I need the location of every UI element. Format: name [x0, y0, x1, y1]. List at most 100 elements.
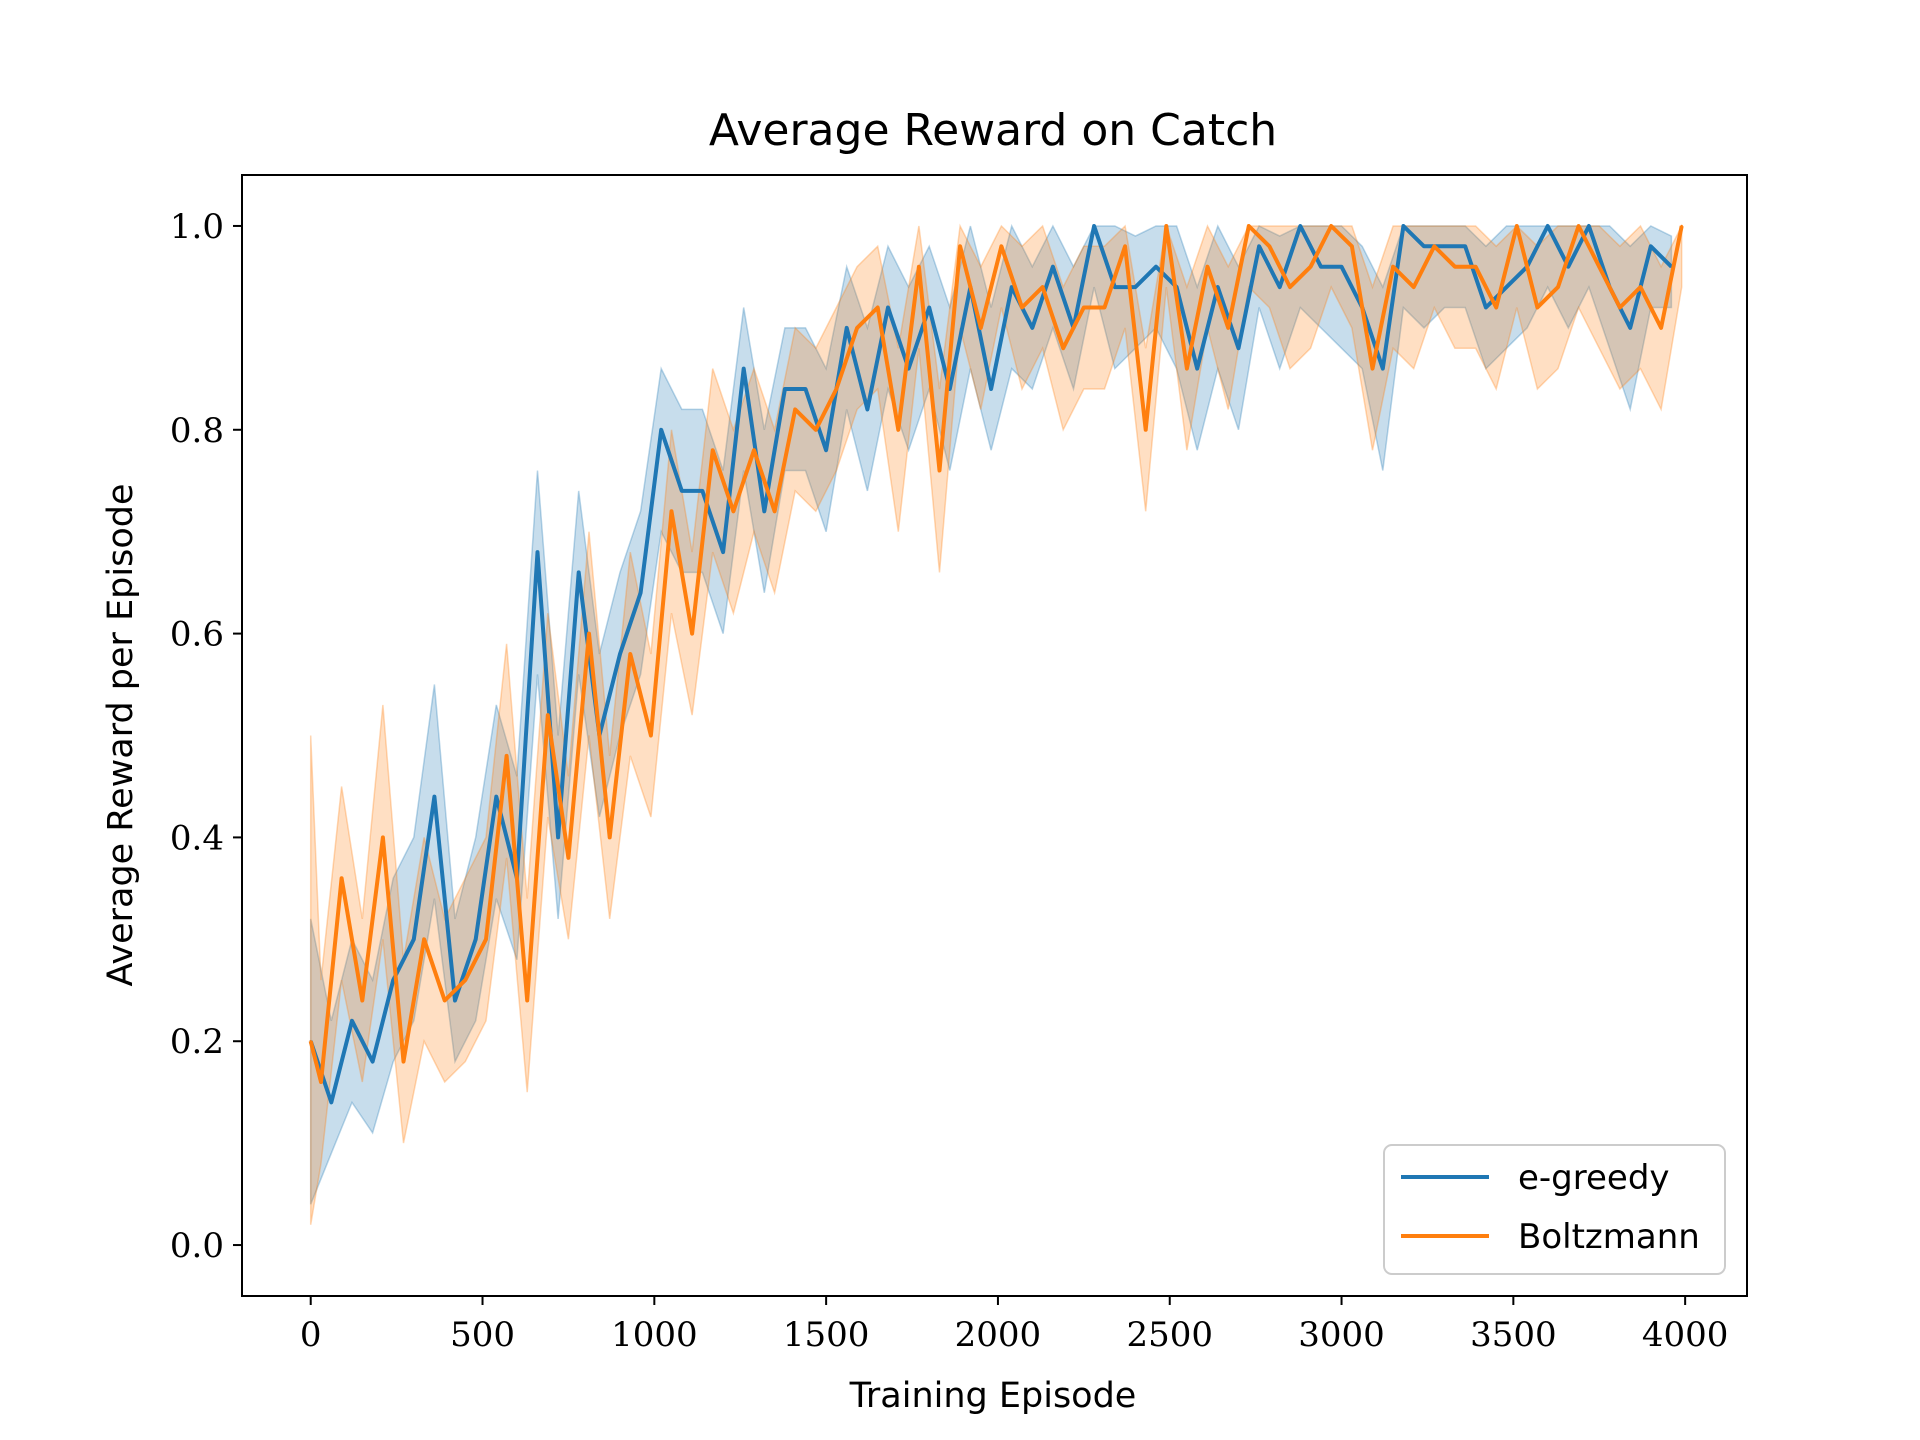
- data-point-e-greedy: [763, 510, 766, 513]
- data-point-boltzmann: [505, 754, 508, 758]
- data-point-boltzmann: [443, 999, 446, 1002]
- band-e-greedy: [309, 223, 1673, 1205]
- data-point-e-greedy: [989, 387, 993, 391]
- data-point-e-greedy: [1257, 245, 1261, 248]
- y-axis-ticks: 0.0 0.2 0.4 0.6 0.8 1.0: [170, 207, 242, 1266]
- data-point-boltzmann: [1536, 306, 1539, 309]
- data-point-e-greedy: [1546, 224, 1549, 228]
- data-point-e-greedy: [1299, 224, 1302, 228]
- data-point-boltzmann: [670, 510, 673, 513]
- data-point-boltzmann: [1371, 367, 1374, 370]
- data-point-e-greedy: [928, 306, 931, 309]
- data-point-e-greedy: [453, 999, 457, 1002]
- data-point-boltzmann: [484, 938, 488, 941]
- data-point-boltzmann: [1288, 285, 1292, 289]
- data-point-boltzmann: [1639, 285, 1642, 289]
- data-point-e-greedy: [1134, 285, 1137, 289]
- data-point-boltzmann: [546, 713, 549, 717]
- data-point-boltzmann: [587, 632, 591, 635]
- data-point-e-greedy: [412, 938, 415, 941]
- data-point-e-greedy: [824, 449, 828, 452]
- data-point-boltzmann: [1495, 306, 1498, 309]
- series-points-e-greedy: [309, 224, 1673, 1104]
- data-point-e-greedy: [680, 489, 683, 493]
- data-point-e-greedy: [1051, 265, 1055, 268]
- data-point-e-greedy: [330, 1101, 333, 1104]
- x-axis-label: Training Episode: [849, 1376, 1137, 1416]
- data-point-e-greedy: [721, 550, 725, 554]
- data-point-boltzmann: [1577, 224, 1580, 228]
- data-point-boltzmann: [567, 856, 570, 859]
- y-tick-label: 0.6: [170, 615, 224, 655]
- data-point-e-greedy: [1402, 224, 1405, 228]
- data-point-e-greedy: [1649, 245, 1653, 248]
- data-point-e-greedy: [1319, 265, 1323, 268]
- data-point-boltzmann: [690, 632, 694, 635]
- data-point-e-greedy: [866, 408, 869, 411]
- data-point-e-greedy: [433, 795, 436, 798]
- data-point-e-greedy: [1505, 285, 1508, 289]
- y-tick-label: 1.0: [170, 207, 224, 247]
- series-points-boltzmann: [309, 224, 1683, 1084]
- y-tick-label: 0.0: [170, 1226, 224, 1266]
- data-point-boltzmann: [1515, 224, 1519, 228]
- data-point-boltzmann: [1618, 306, 1622, 309]
- data-point-boltzmann: [917, 265, 921, 268]
- x-tick-label: 500: [450, 1315, 515, 1355]
- data-point-e-greedy: [495, 795, 498, 798]
- data-point-boltzmann: [1206, 265, 1209, 268]
- data-point-boltzmann: [1268, 245, 1271, 248]
- data-point-boltzmann: [1185, 367, 1189, 370]
- legend-label-e-greedy: e-greedy: [1518, 1158, 1670, 1198]
- chart-title: Average Reward on Catch: [709, 105, 1277, 156]
- data-point-e-greedy: [1443, 245, 1446, 248]
- data-point-e-greedy: [845, 326, 848, 330]
- data-point-boltzmann: [608, 836, 611, 839]
- data-point-boltzmann: [1412, 285, 1415, 289]
- band-boltzmann: [309, 223, 1683, 1225]
- x-tick-label: 2500: [1126, 1315, 1213, 1355]
- x-tick-label: 1500: [783, 1315, 870, 1355]
- data-point-boltzmann: [979, 326, 982, 330]
- data-point-boltzmann: [422, 938, 426, 941]
- data-point-boltzmann: [1041, 285, 1044, 289]
- data-point-e-greedy: [1092, 224, 1096, 228]
- data-point-boltzmann: [773, 510, 776, 513]
- y-tick-label: 0.8: [170, 411, 224, 451]
- data-point-boltzmann: [1659, 326, 1663, 330]
- data-point-e-greedy: [639, 591, 642, 594]
- data-point-e-greedy: [1381, 367, 1385, 370]
- x-axis-ticks: 0 500 1000 1500 2000 2500 3000 3500 4000: [300, 1296, 1729, 1355]
- data-point-e-greedy: [1340, 265, 1343, 268]
- data-point-boltzmann: [1123, 245, 1127, 248]
- data-point-boltzmann: [1144, 428, 1147, 431]
- data-point-e-greedy: [1278, 285, 1281, 289]
- data-point-e-greedy: [1567, 265, 1570, 268]
- x-tick-label: 4000: [1642, 1315, 1729, 1355]
- data-point-boltzmann: [319, 1080, 323, 1084]
- data-point-e-greedy: [1010, 285, 1013, 289]
- data-point-boltzmann: [629, 652, 632, 656]
- data-point-e-greedy: [1113, 285, 1117, 289]
- data-point-e-greedy: [1196, 367, 1199, 370]
- data-point-e-greedy: [948, 387, 951, 391]
- x-tick-label: 1000: [611, 1315, 698, 1355]
- data-point-e-greedy: [1484, 306, 1488, 309]
- data-point-e-greedy: [556, 836, 560, 839]
- data-point-boltzmann: [855, 326, 859, 330]
- data-point-boltzmann: [1598, 265, 1601, 268]
- data-point-boltzmann: [361, 999, 364, 1002]
- data-point-e-greedy: [1587, 224, 1591, 228]
- data-point-boltzmann: [711, 449, 714, 452]
- data-point-boltzmann: [1165, 224, 1168, 228]
- series-line-boltzmann: [308, 224, 1684, 1084]
- data-point-e-greedy: [783, 387, 787, 391]
- y-axis-label: Average Reward per Episode: [101, 483, 141, 986]
- data-point-e-greedy: [1154, 265, 1158, 268]
- data-point-e-greedy: [577, 571, 580, 574]
- data-point-e-greedy: [701, 489, 704, 493]
- data-point-boltzmann: [1062, 347, 1065, 350]
- data-point-e-greedy: [1031, 326, 1034, 330]
- data-point-e-greedy: [618, 652, 622, 656]
